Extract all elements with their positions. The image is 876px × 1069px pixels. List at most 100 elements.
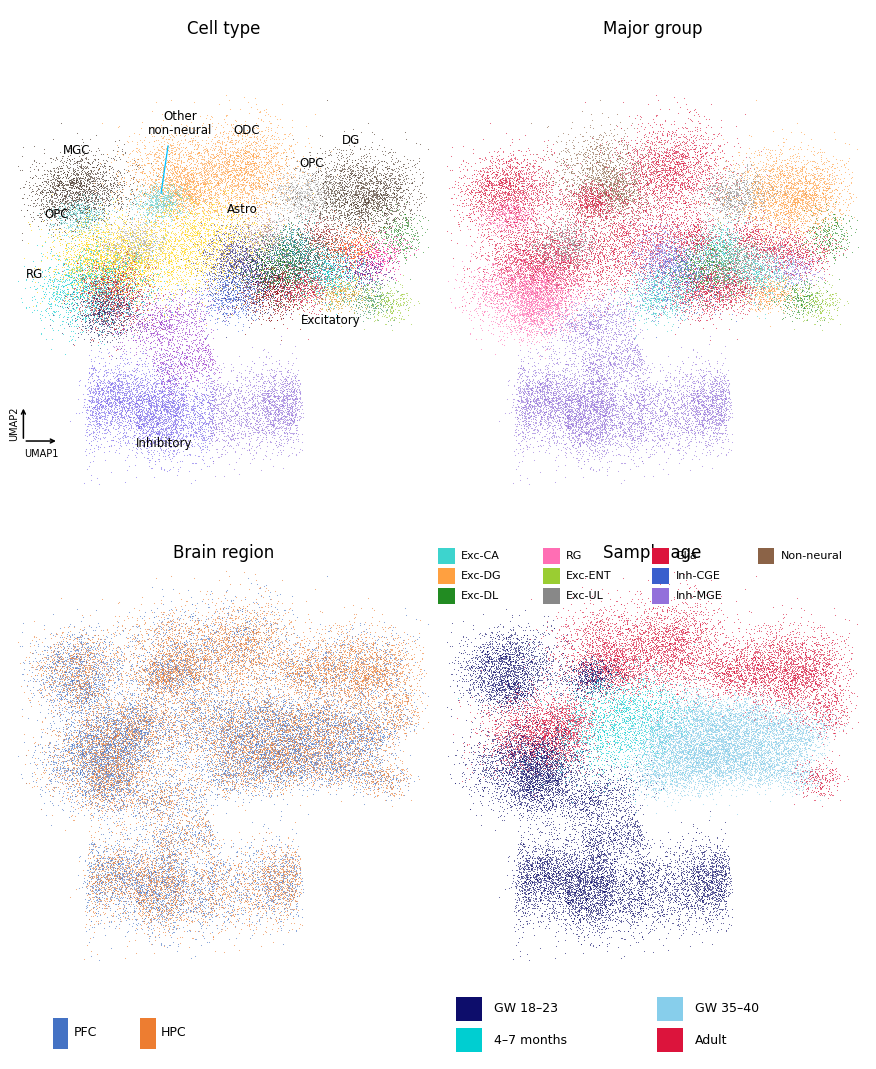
Point	[352, 669, 366, 686]
Point	[526, 233, 540, 250]
Point	[523, 756, 537, 773]
Point	[182, 185, 196, 202]
Point	[100, 223, 114, 241]
Point	[710, 795, 724, 812]
Point	[755, 186, 769, 203]
Point	[240, 715, 254, 732]
Point	[221, 242, 235, 259]
Point	[186, 176, 200, 193]
Point	[183, 835, 197, 852]
Point	[74, 626, 88, 644]
Point	[136, 858, 150, 876]
Point	[650, 191, 664, 208]
Point	[816, 684, 830, 701]
Point	[531, 396, 545, 413]
Point	[352, 264, 366, 281]
Point	[45, 227, 59, 244]
Point	[713, 410, 727, 428]
Point	[804, 669, 818, 686]
Point	[110, 872, 124, 889]
Point	[511, 370, 525, 387]
Point	[753, 239, 767, 257]
Point	[230, 708, 244, 725]
Point	[164, 383, 178, 400]
Point	[652, 254, 666, 272]
Point	[505, 165, 519, 182]
Point	[166, 872, 180, 889]
Point	[731, 688, 745, 706]
Point	[95, 791, 110, 808]
Point	[158, 654, 172, 671]
Point	[767, 759, 781, 776]
Point	[520, 259, 534, 276]
Point	[102, 191, 117, 208]
Point	[710, 267, 724, 284]
Point	[149, 233, 163, 250]
Point	[482, 159, 496, 176]
Point	[155, 354, 169, 371]
Point	[298, 670, 312, 687]
Point	[46, 709, 60, 726]
Point	[273, 762, 287, 779]
Point	[271, 636, 285, 653]
Point	[350, 251, 364, 268]
Point	[307, 696, 321, 713]
Point	[680, 882, 694, 899]
Point	[319, 754, 333, 771]
Point	[515, 622, 529, 639]
Point	[373, 694, 387, 711]
Point	[137, 874, 151, 892]
Point	[98, 293, 112, 310]
Point	[471, 260, 485, 277]
Point	[664, 200, 678, 217]
Point	[809, 289, 823, 306]
Point	[678, 710, 692, 727]
Point	[273, 281, 287, 298]
Point	[582, 286, 596, 304]
Point	[171, 200, 185, 217]
Point	[331, 693, 345, 710]
Point	[91, 733, 105, 750]
Point	[352, 746, 366, 763]
Point	[706, 693, 720, 710]
Point	[216, 892, 230, 909]
Point	[823, 706, 837, 723]
Point	[621, 825, 635, 842]
Point	[538, 727, 552, 744]
Point	[598, 881, 612, 898]
Point	[268, 268, 282, 285]
Point	[563, 407, 577, 424]
Point	[49, 292, 63, 309]
Point	[516, 279, 530, 296]
Point	[243, 732, 257, 749]
Point	[743, 257, 757, 274]
Point	[63, 679, 77, 696]
Point	[534, 787, 548, 804]
Point	[313, 235, 327, 252]
Point	[231, 718, 245, 735]
Point	[86, 728, 100, 745]
Point	[92, 205, 106, 222]
Point	[257, 183, 271, 200]
Point	[473, 200, 487, 217]
Point	[687, 239, 701, 257]
Point	[111, 866, 125, 883]
Point	[783, 236, 797, 253]
Point	[742, 704, 756, 722]
Point	[471, 259, 485, 276]
Point	[707, 285, 721, 303]
Point	[226, 735, 240, 753]
Point	[123, 738, 137, 755]
Point	[682, 433, 696, 450]
Point	[527, 780, 541, 797]
Point	[649, 316, 663, 334]
Point	[225, 257, 239, 274]
Point	[638, 418, 652, 435]
Point	[329, 231, 343, 248]
Point	[181, 723, 195, 740]
Point	[668, 170, 682, 187]
Point	[809, 284, 823, 301]
Point	[97, 265, 111, 282]
Point	[703, 671, 717, 688]
Point	[281, 280, 295, 297]
